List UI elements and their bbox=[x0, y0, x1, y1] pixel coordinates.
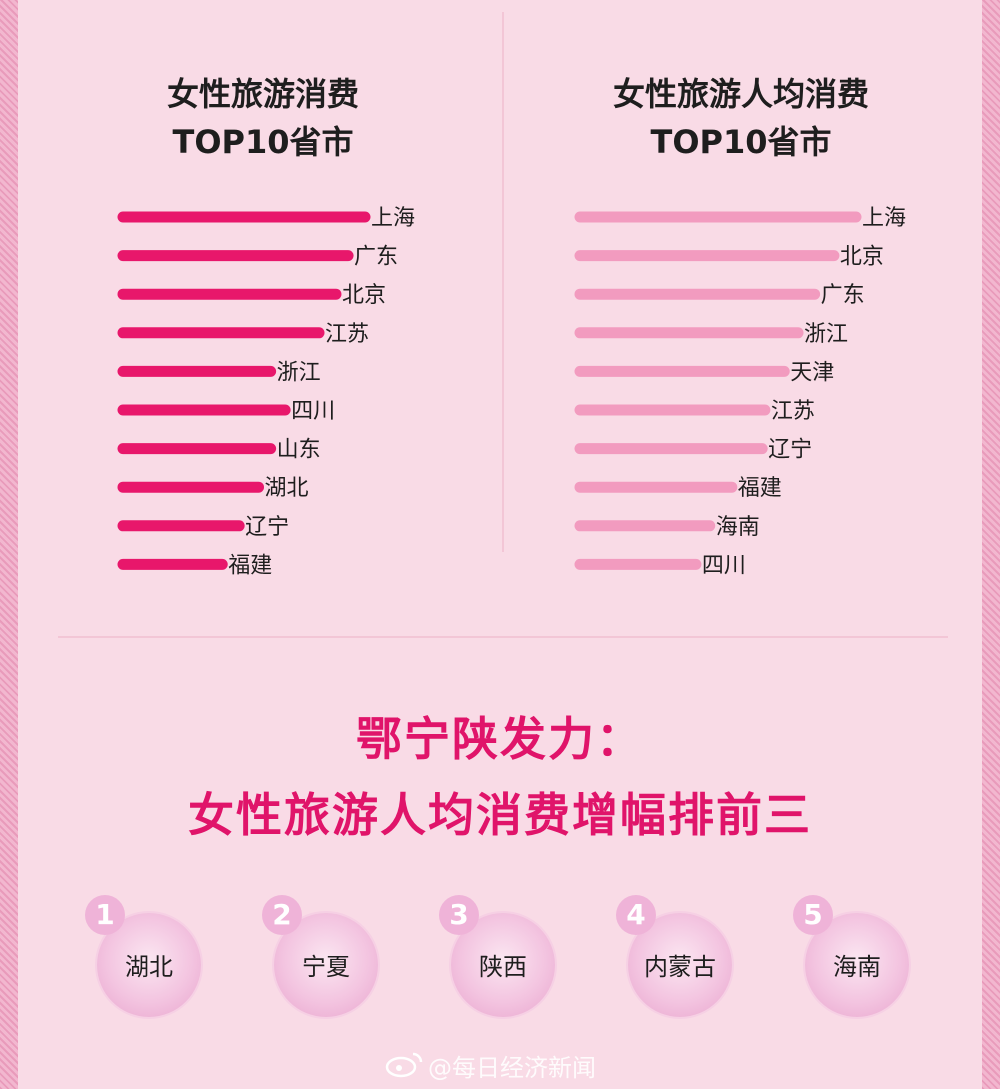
left-chart-title-line1: 女性旅游消费 bbox=[166, 75, 359, 113]
right-bar-label-5: 天津 bbox=[790, 360, 834, 385]
right-bar-label-3: 广东 bbox=[821, 283, 865, 308]
right-chart-title-line1: 女性旅游人均消费 bbox=[612, 75, 869, 113]
right-chart-title-line2: TOP10省市 bbox=[650, 123, 832, 161]
rank-number: 3 bbox=[439, 895, 479, 935]
left-bar-label-10: 福建 bbox=[228, 553, 272, 578]
left-chart-title-line2: TOP10省市 bbox=[172, 123, 354, 161]
left-bar-label-2: 广东 bbox=[354, 245, 398, 270]
rank-number: 5 bbox=[793, 895, 833, 935]
right-bar-label-8: 福建 bbox=[738, 476, 782, 501]
rank-name: 陕西 bbox=[479, 953, 527, 981]
rank-item-2: 2 宁夏 bbox=[262, 895, 392, 1025]
right-frame bbox=[982, 0, 1000, 1089]
rank-name: 海南 bbox=[833, 953, 881, 981]
rank-name: 宁夏 bbox=[302, 953, 350, 981]
rank-item-5: 5 海南 bbox=[793, 895, 923, 1025]
rank-item-3: 3 陕西 bbox=[439, 895, 569, 1025]
left-bar-label-1: 上海 bbox=[371, 206, 415, 231]
vertical-divider bbox=[502, 12, 504, 552]
rank-name: 湖北 bbox=[125, 953, 173, 981]
left-bar-label-5: 浙江 bbox=[277, 360, 321, 385]
horizontal-divider bbox=[58, 636, 948, 638]
left-bar-label-6: 四川 bbox=[291, 399, 335, 424]
left-bar-label-3: 北京 bbox=[342, 283, 386, 308]
right-bar-label-1: 上海 bbox=[862, 206, 906, 231]
right-bar-label-7: 辽宁 bbox=[768, 438, 812, 463]
rank-name: 内蒙古 bbox=[644, 953, 716, 981]
rank-number: 1 bbox=[85, 895, 125, 935]
right-bar-label-4: 浙江 bbox=[804, 322, 848, 347]
left-bar-label-7: 山东 bbox=[277, 438, 321, 463]
right-chart-title: 女性旅游人均消费 TOP10省市 bbox=[541, 70, 941, 166]
right-bar-label-6: 江苏 bbox=[771, 399, 815, 424]
section-title-line1: 鄂宁陕发力： bbox=[356, 712, 644, 766]
left-bar-label-9: 辽宁 bbox=[245, 515, 289, 540]
right-bar-label-2: 北京 bbox=[840, 245, 884, 270]
left-bar-label-8: 湖北 bbox=[265, 476, 309, 501]
rank-number: 2 bbox=[262, 895, 302, 935]
rank-item-4: 4 内蒙古 bbox=[616, 895, 746, 1025]
left-chart-title: 女性旅游消费 TOP10省市 bbox=[63, 70, 463, 166]
watermark-text: @每日经济新闻 bbox=[428, 1054, 596, 1082]
right-bar-label-9: 海南 bbox=[716, 515, 760, 540]
rank-item-1: 1 湖北 bbox=[85, 895, 215, 1025]
section-title-line2: 女性旅游人均消费增幅排前三 bbox=[188, 788, 812, 842]
right-bar-label-10: 四川 bbox=[702, 553, 746, 578]
weibo-logo-icon bbox=[385, 1052, 423, 1078]
left-bar-label-4: 江苏 bbox=[325, 322, 369, 347]
rank-number: 4 bbox=[616, 895, 656, 935]
left-frame bbox=[0, 0, 18, 1089]
ranking-row: 1 湖北 2 宁夏 3 陕西 4 内蒙古 5 海南 bbox=[0, 895, 1000, 1025]
